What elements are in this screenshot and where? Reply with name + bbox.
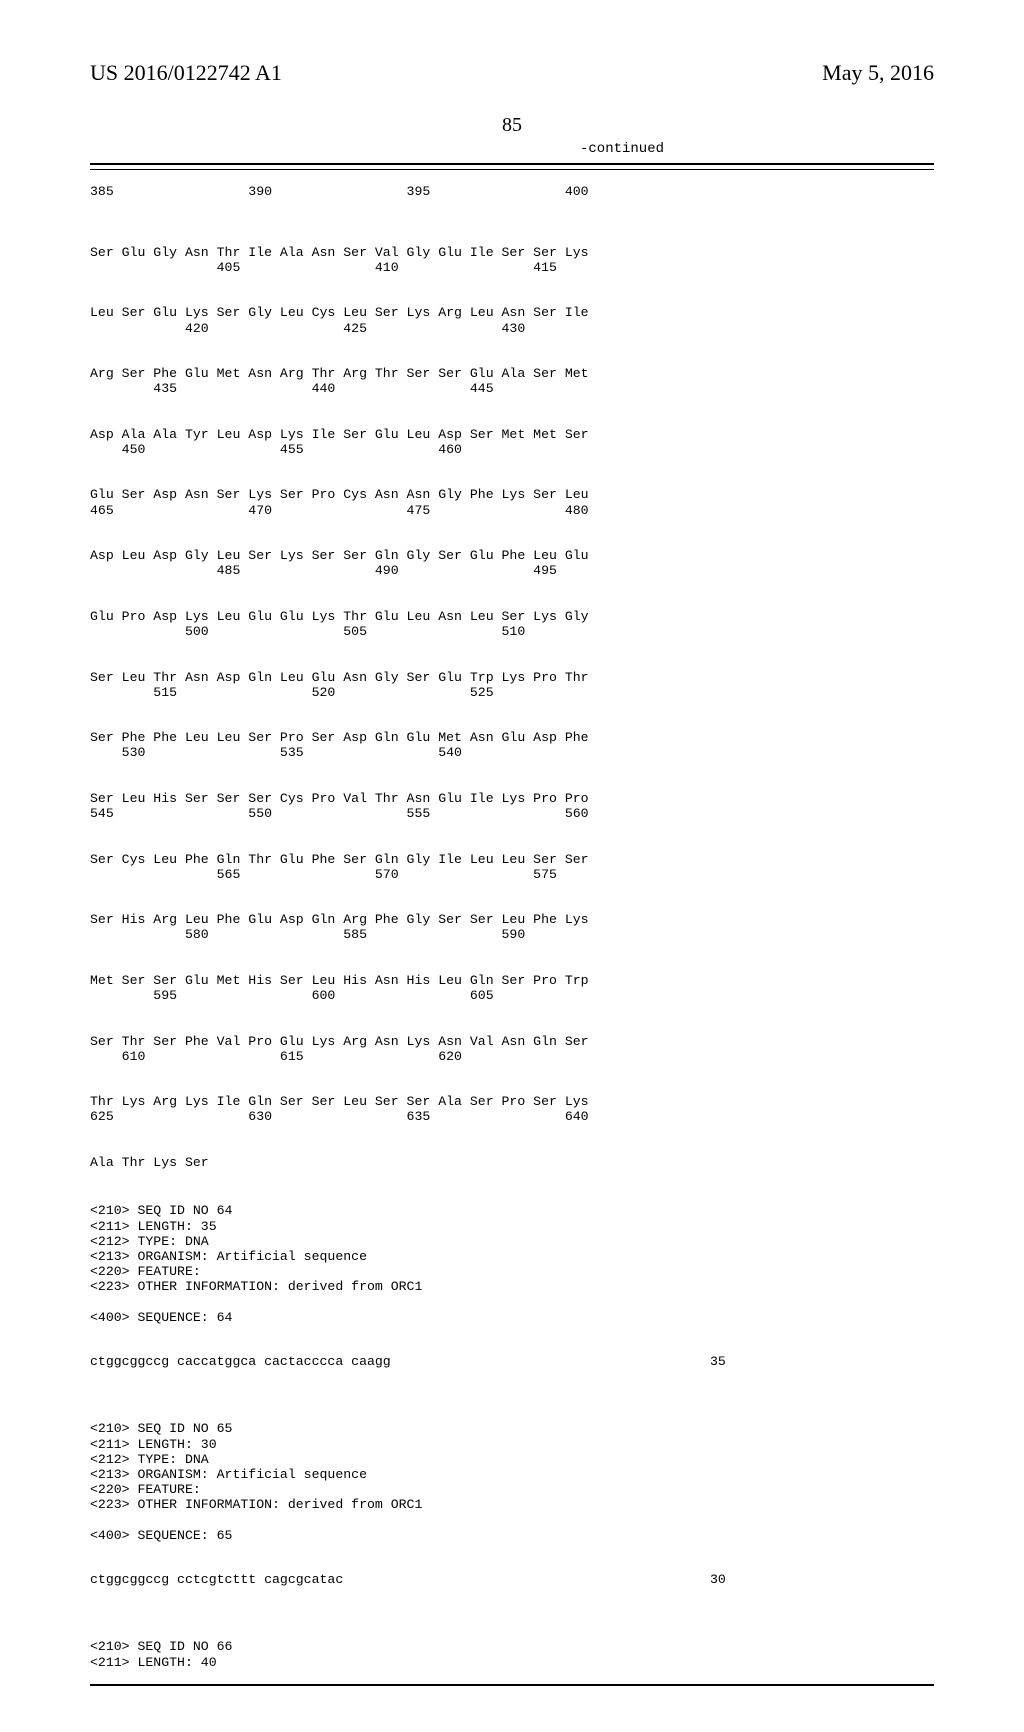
rule-bottom <box>90 1684 934 1686</box>
page-number: 85 <box>90 114 934 137</box>
rule-top <box>90 163 934 165</box>
dna-seq-64: ctggcggccg caccatggca cactacccca caagg <box>90 1354 710 1369</box>
publication-number: US 2016/0122742 A1 <box>90 60 282 86</box>
dna-seq-65: ctggcggccg cctcgtcttt cagcgcatac <box>90 1572 710 1587</box>
amino-acid-sequence-listing: 385 390 395 400 Ser Glu Gly Asn Thr Ile … <box>90 184 934 1170</box>
patent-page: US 2016/0122742 A1 May 5, 2016 85 -conti… <box>0 0 1024 1732</box>
seq-metadata-block-65: <210> SEQ ID NO 65 <211> LENGTH: 30 <212… <box>90 1406 934 1543</box>
seq-metadata-block-66: <210> SEQ ID NO 66 <211> LENGTH: 40 <box>90 1624 934 1670</box>
continued-label: -continued <box>90 141 934 157</box>
seq-metadata-block-64: <210> SEQ ID NO 64 <211> LENGTH: 35 <212… <box>90 1188 934 1325</box>
page-header: US 2016/0122742 A1 May 5, 2016 <box>90 60 934 86</box>
dna-sequence-line-64: ctggcggccg caccatggca cactacccca caagg35 <box>90 1339 934 1385</box>
dna-sequence-line-65: ctggcggccg cctcgtcttt cagcgcatac30 <box>90 1557 934 1603</box>
publication-date: May 5, 2016 <box>822 60 934 86</box>
rule-thin <box>90 169 934 170</box>
dna-len-64: 35 <box>710 1354 726 1369</box>
dna-len-65: 30 <box>710 1572 726 1587</box>
